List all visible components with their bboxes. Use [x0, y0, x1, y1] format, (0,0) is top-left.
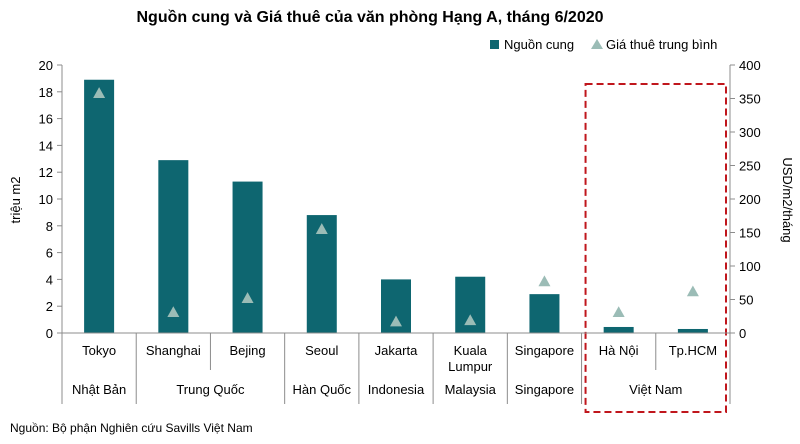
marker-gia-thue — [612, 306, 625, 318]
y2-tick-label: 0 — [739, 326, 746, 341]
y-tick-label: 8 — [46, 219, 53, 234]
group-label: Malaysia — [445, 382, 497, 397]
x-tick-label: Jakarta — [375, 343, 418, 358]
bar-nguon-cung — [677, 328, 708, 333]
legend: Nguồn cung Giá thuê trung bình — [490, 37, 717, 52]
marker-gia-thue — [464, 314, 477, 326]
group-label: Hàn Quốc — [293, 382, 352, 397]
bar-nguon-cung — [529, 294, 560, 333]
y2-axis-title: USD/m2/tháng — [780, 157, 795, 242]
group-label: Indonesia — [368, 382, 425, 397]
y-tick-label: 20 — [39, 58, 53, 73]
legend-swatch-bar — [490, 40, 499, 49]
x-tick-label: Hà Nội — [599, 343, 639, 358]
x-tick-label: Shanghai — [146, 343, 201, 358]
legend-label: Nguồn cung — [504, 37, 574, 52]
y2-tick-label: 150 — [739, 226, 761, 241]
x-tick-label: Bejing — [229, 343, 265, 358]
highlight-box-vietnam — [584, 83, 727, 413]
chart-title: Nguồn cung và Giá thuê của văn phòng Hạn… — [136, 9, 603, 26]
bar-nguon-cung — [84, 79, 115, 334]
x-axis-labels: Tokyo Shanghai Bejing Seoul Jakarta KualaLump… — [61, 333, 731, 404]
y2-tick-label: 250 — [739, 159, 761, 174]
marker-gia-thue — [686, 285, 699, 297]
y-tick-label: 16 — [39, 112, 53, 127]
x-tick-label: Tp.HCM — [669, 343, 717, 358]
y2-tick-label: 50 — [739, 293, 753, 308]
plot-area — [84, 79, 727, 413]
y-tick-label: 18 — [39, 85, 53, 100]
y-tick-label: 12 — [39, 165, 53, 180]
y2-tick-label: 300 — [739, 125, 761, 140]
y-tick-label: 0 — [46, 326, 53, 341]
legend-swatch-triangle — [591, 39, 603, 49]
y-tick-label: 6 — [46, 246, 53, 261]
x-tick-label: Lumpur — [448, 359, 493, 374]
bar-nguon-cung — [158, 160, 189, 333]
x-tick-label: Kuala — [454, 343, 488, 358]
y-tick-label: 14 — [39, 138, 53, 153]
marker-gia-thue — [167, 306, 180, 318]
x-tick-label: Seoul — [305, 343, 338, 358]
axes: 0246810121416182005010015020025030035040… — [39, 58, 761, 341]
marker-gia-thue — [390, 315, 402, 327]
marker-gia-thue — [241, 292, 254, 303]
x-tick-label: Singapore — [515, 343, 574, 358]
y2-tick-label: 100 — [739, 259, 761, 274]
group-label: Nhật Bản — [72, 382, 126, 397]
y-tick-label: 10 — [39, 192, 53, 207]
source-note: Nguồn: Bộ phận Nghiên cứu Savills Việt N… — [10, 421, 253, 435]
y-tick-label: 4 — [46, 272, 53, 287]
group-label: Trung Quốc — [176, 382, 245, 397]
group-label: Singapore — [515, 382, 574, 397]
bar-nguon-cung — [232, 181, 263, 333]
marker-gia-thue — [538, 275, 551, 287]
y2-tick-label: 400 — [739, 58, 761, 73]
y2-tick-label: 350 — [739, 92, 761, 107]
bar-nguon-cung — [603, 326, 634, 333]
bar-nguon-cung — [306, 215, 337, 333]
marker-gia-thue — [315, 223, 328, 234]
y-tick-label: 2 — [46, 299, 53, 314]
y-axis-title: triệu m2 — [8, 177, 23, 224]
y2-tick-label: 200 — [739, 192, 761, 207]
group-label: Việt Nam — [629, 382, 682, 397]
legend-label: Giá thuê trung bình — [606, 37, 717, 52]
marker-gia-thue — [93, 87, 106, 98]
x-tick-label: Tokyo — [82, 343, 116, 358]
